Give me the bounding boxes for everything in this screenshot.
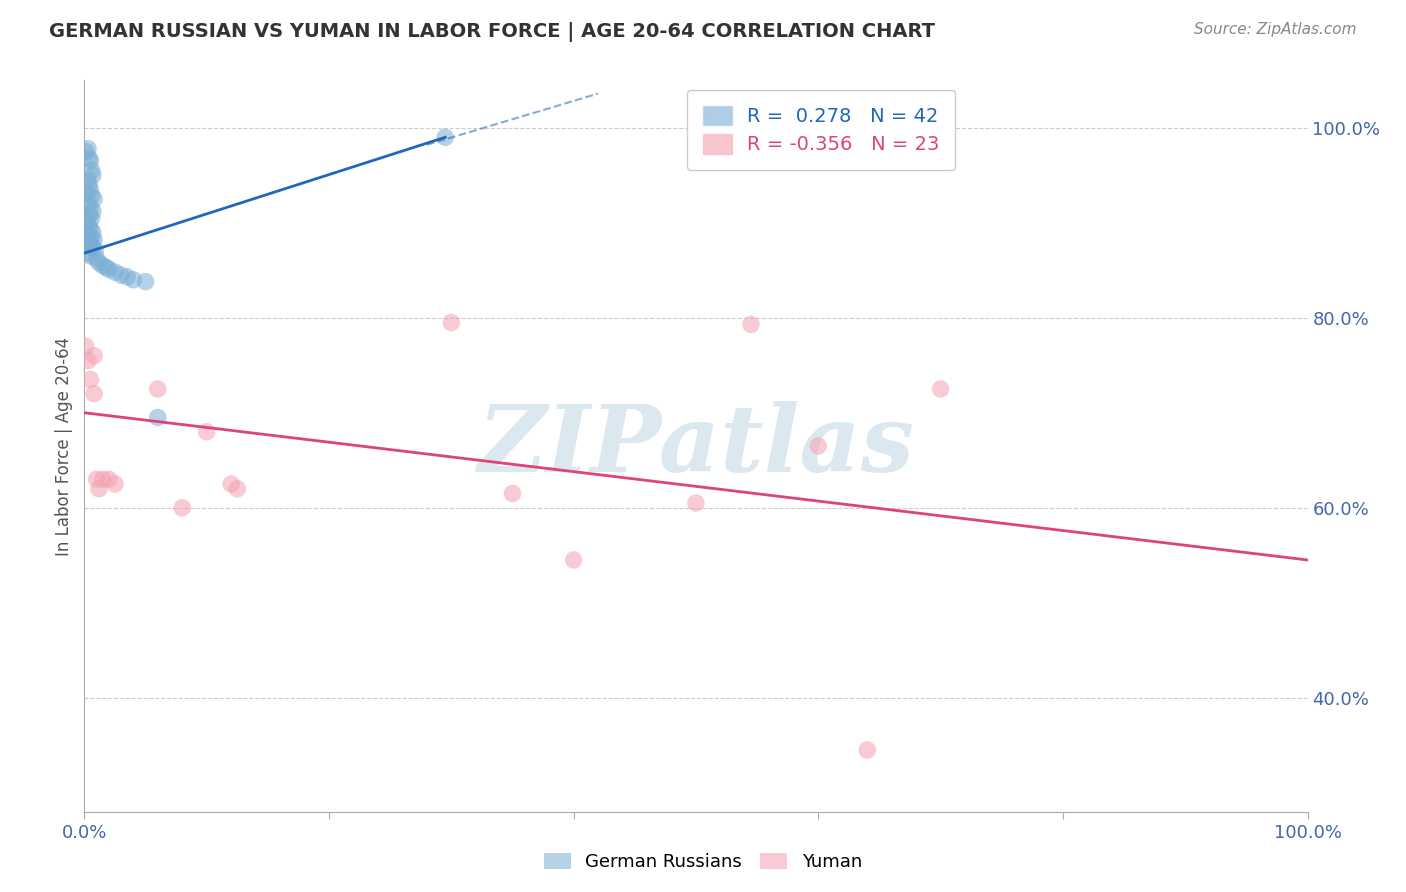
Point: [146, 410, 169, 425]
Point: [219, 477, 242, 491]
Point: [91, 472, 114, 486]
Text: GERMAN RUSSIAN VS YUMAN IN LABOR FORCE | AGE 20-64 CORRELATION CHART: GERMAN RUSSIAN VS YUMAN IN LABOR FORCE |…: [49, 22, 935, 42]
Point: [79, 182, 101, 196]
Point: [84, 244, 107, 258]
Point: [87, 482, 110, 496]
Point: [740, 318, 762, 332]
Point: [80, 189, 103, 203]
Text: Source: ZipAtlas.com: Source: ZipAtlas.com: [1194, 22, 1357, 37]
Point: [96, 260, 118, 275]
Point: [77, 228, 100, 243]
Point: [75, 145, 97, 159]
Point: [79, 249, 101, 263]
Point: [685, 496, 707, 510]
Point: [83, 386, 105, 401]
Point: [79, 222, 101, 236]
Text: ZIPatlas: ZIPatlas: [478, 401, 914, 491]
Legend: R =  0.278   N = 42, R = -0.356   N = 23: R = 0.278 N = 42, R = -0.356 N = 23: [688, 90, 955, 170]
Point: [79, 238, 101, 252]
Point: [110, 268, 132, 282]
Point: [77, 219, 100, 233]
Point: [83, 349, 105, 363]
Point: [97, 262, 120, 277]
Point: [195, 425, 218, 439]
Point: [97, 472, 120, 486]
Point: [77, 235, 100, 250]
Point: [115, 269, 138, 284]
Point: [82, 225, 104, 239]
Point: [82, 204, 104, 219]
Point: [77, 246, 100, 260]
Point: [856, 743, 879, 757]
Point: [562, 553, 585, 567]
Y-axis label: In Labor Force | Age 20-64: In Labor Force | Age 20-64: [55, 336, 73, 556]
Point: [135, 275, 157, 289]
Point: [83, 233, 105, 247]
Point: [77, 173, 100, 187]
Point: [77, 142, 100, 156]
Point: [77, 178, 100, 192]
Point: [82, 168, 104, 182]
Point: [86, 472, 108, 486]
Point: [77, 208, 100, 222]
Point: [87, 255, 110, 269]
Point: [86, 252, 108, 266]
Point: [104, 265, 127, 279]
Point: [104, 477, 127, 491]
Point: [91, 259, 114, 273]
Point: [79, 201, 101, 215]
Point: [122, 273, 145, 287]
Point: [76, 216, 98, 230]
Point: [440, 316, 463, 330]
Point: [80, 231, 103, 245]
Point: [79, 154, 101, 169]
Point: [502, 486, 524, 500]
Point: [226, 482, 249, 496]
Point: [77, 353, 100, 368]
Point: [807, 439, 830, 453]
Point: [77, 196, 100, 211]
Point: [434, 130, 457, 145]
Point: [929, 382, 952, 396]
Legend: German Russians, Yuman: German Russians, Yuman: [537, 846, 869, 879]
Point: [75, 339, 97, 353]
Point: [76, 186, 98, 200]
Point: [146, 382, 169, 396]
Point: [82, 240, 104, 254]
Point: [80, 211, 103, 225]
Point: [172, 500, 194, 515]
Point: [79, 372, 101, 386]
Point: [83, 192, 105, 206]
Point: [80, 163, 103, 178]
Point: [77, 151, 100, 165]
